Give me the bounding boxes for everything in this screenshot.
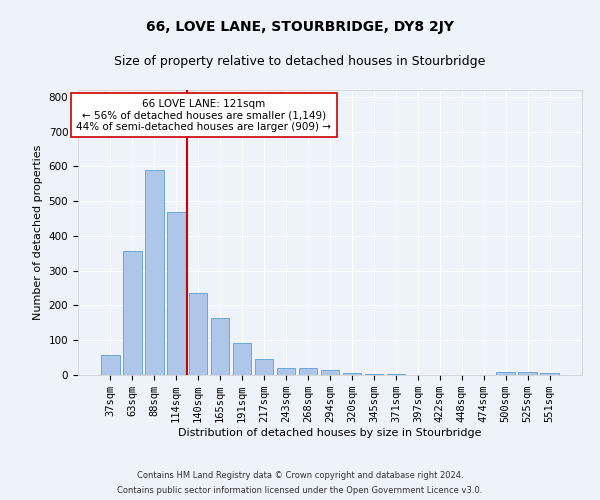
Bar [167,212,185,375]
Bar [299,368,317,375]
Bar [496,372,515,375]
Bar [211,318,229,375]
Y-axis label: Number of detached properties: Number of detached properties [33,145,43,320]
Bar [145,170,164,375]
Text: Size of property relative to detached houses in Stourbridge: Size of property relative to detached ho… [115,55,485,68]
Text: Contains public sector information licensed under the Open Government Licence v3: Contains public sector information licen… [118,486,482,495]
Bar [343,373,361,375]
X-axis label: Distribution of detached houses by size in Stourbridge: Distribution of detached houses by size … [178,428,482,438]
Bar [320,370,340,375]
Bar [255,360,274,375]
Bar [123,252,142,375]
Text: Contains HM Land Registry data © Crown copyright and database right 2024.: Contains HM Land Registry data © Crown c… [137,471,463,480]
Bar [541,374,559,375]
Text: 66 LOVE LANE: 121sqm
← 56% of detached houses are smaller (1,149)
44% of semi-de: 66 LOVE LANE: 121sqm ← 56% of detached h… [77,98,331,132]
Bar [386,374,405,375]
Bar [101,355,119,375]
Bar [189,294,208,375]
Bar [277,368,295,375]
Bar [518,372,537,375]
Text: 66, LOVE LANE, STOURBRIDGE, DY8 2JY: 66, LOVE LANE, STOURBRIDGE, DY8 2JY [146,20,454,34]
Bar [233,342,251,375]
Bar [365,374,383,375]
